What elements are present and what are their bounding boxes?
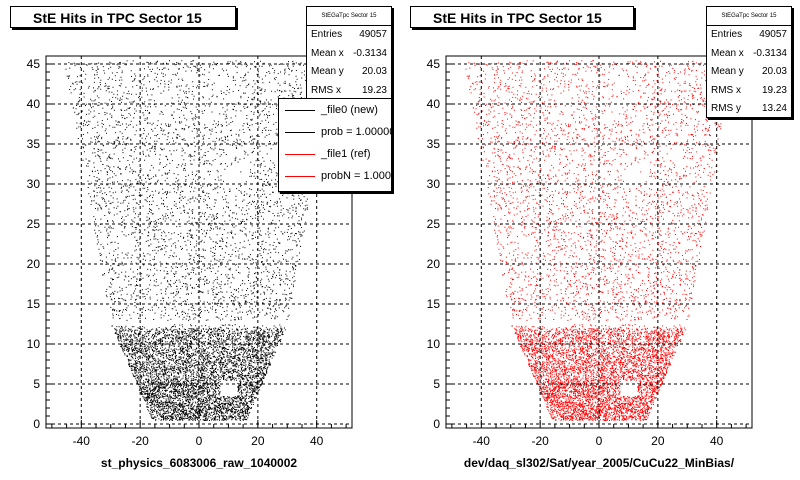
axis-ticks xyxy=(46,63,347,428)
scatter-point-cloud xyxy=(465,60,736,421)
x-tick-label: 0 xyxy=(196,434,203,448)
legend-line-red xyxy=(285,154,315,155)
left-stats-name: StEGaTpc Sector 15 xyxy=(307,7,391,26)
legend-label: _file0 (new) xyxy=(321,104,378,116)
right-stats-value: 49057 xyxy=(759,29,787,40)
legend-label: _file1 (ref) xyxy=(321,148,371,160)
y-tick-label: 35 xyxy=(27,137,41,151)
right-stats-label: RMS y xyxy=(711,103,741,114)
right-stats-row-meanx: Mean x -0.3134 xyxy=(707,45,791,64)
scatter-points xyxy=(65,60,336,421)
legend-line-black xyxy=(285,110,315,111)
right-stats-name: StEGaTpc Sector 15 xyxy=(707,7,791,26)
right-stats-value: 19.23 xyxy=(761,84,787,96)
left-stats-value: 49057 xyxy=(359,29,387,40)
left-stats-row-meany: Mean y 20.03 xyxy=(307,63,391,82)
y-tick-label: 20 xyxy=(27,257,41,271)
x-tick-label: 20 xyxy=(651,434,665,448)
left-stats-row-entries: Entries 49057 xyxy=(307,26,391,45)
y-tick-label: 45 xyxy=(427,57,441,71)
right-stats-row-meany: Mean y 20.03 xyxy=(707,63,791,82)
y-tick-label: 5 xyxy=(33,377,40,391)
scatter-points xyxy=(465,60,736,421)
x-tick-label: -40 xyxy=(473,434,491,448)
x-tick-label: -20 xyxy=(131,434,149,448)
y-tick-label: 25 xyxy=(427,217,441,231)
right-stats-value: 20.03 xyxy=(761,66,787,77)
right-x-axis-label: dev/daq_sl302/Sat/year_2005/CuCu22_MinBi… xyxy=(463,456,735,470)
legend-label: prob = 1.000000 xyxy=(321,126,391,138)
y-tick-label: 45 xyxy=(27,57,41,71)
grid xyxy=(446,56,752,428)
legend-box[interactable]: _file0 (new) prob = 1.000000 _file1 (ref… xyxy=(278,98,392,192)
plot-frame-border xyxy=(45,55,353,429)
legend-item-prob: prob = 1.000000 xyxy=(279,121,391,143)
left-stats-box[interactable]: StEGaTpc Sector 15 Entries 49057 Mean x … xyxy=(306,6,392,100)
x-tick-label: -20 xyxy=(531,434,549,448)
left-stats-label: Entries xyxy=(311,29,343,40)
left-stats-value: 19.23 xyxy=(361,84,387,96)
right-stats-row-rmsx: RMS x 19.23 xyxy=(707,82,791,101)
left-stats-row-rmsx: RMS x 19.23 xyxy=(307,82,391,101)
y-tick-label: 30 xyxy=(27,177,41,191)
y-tick-label: 40 xyxy=(27,97,41,111)
y-tick-label: 0 xyxy=(433,417,440,431)
left-stats-label: Mean y xyxy=(311,66,344,77)
y-tick-label: 35 xyxy=(427,137,441,151)
axis-ticks xyxy=(446,63,747,428)
y-tick-label: 10 xyxy=(427,337,441,351)
scatter-point-cloud xyxy=(65,60,336,421)
x-tick-label: 40 xyxy=(710,434,724,448)
left-stats-label: Mean x xyxy=(311,47,344,59)
right-stats-value: -0.3134 xyxy=(753,47,787,59)
y-tick-label: 15 xyxy=(427,297,441,311)
left-stats-value: -0.3134 xyxy=(353,47,387,59)
right-stats-label: Mean x xyxy=(711,47,744,59)
right-stats-label: RMS x xyxy=(711,84,741,96)
right-stats-box[interactable]: StEGaTpc Sector 15 Entries 49057 Mean x … xyxy=(706,6,792,118)
x-tick-label: -40 xyxy=(73,434,91,448)
x-tick-label: 0 xyxy=(596,434,603,448)
y-tick-label: 25 xyxy=(27,217,41,231)
left-chart-title: StE Hits in TPC Sector 15 xyxy=(10,6,236,28)
legend-line-black xyxy=(285,132,315,133)
grid xyxy=(46,56,352,428)
y-tick-label: 15 xyxy=(27,297,41,311)
right-stats-row-entries: Entries 49057 xyxy=(707,26,791,45)
y-tick-label: 30 xyxy=(427,177,441,191)
right-stats-label: Mean y xyxy=(711,66,744,77)
right-stats-value: 13.24 xyxy=(761,103,787,114)
right-chart-panel: -40 -20 0 20 40 0 5 10 15 20 25 30 35 40 45 StE Hits i… xyxy=(400,0,800,480)
left-stats-row-meanx: Mean x -0.3134 xyxy=(307,45,391,64)
y-tick-label: 0 xyxy=(33,417,40,431)
left-chart-panel: -40 -20 0 20 40 0 5 10 15 20 25 30 35 40 45 StE Hits i… xyxy=(10,6,392,470)
y-tick-label: 10 xyxy=(27,337,41,351)
right-plot: -40 -20 0 20 40 0 5 10 15 20 25 30 35 40 45 xyxy=(427,55,753,448)
x-tick-label: 40 xyxy=(310,434,324,448)
plot-frame-border xyxy=(445,55,753,429)
y-tick-label: 20 xyxy=(427,257,441,271)
left-x-axis-label: st_physics_6083006_raw_1040002 xyxy=(100,456,298,470)
left-stats-label: RMS x xyxy=(311,84,341,96)
legend-item-file0: _file0 (new) xyxy=(279,99,391,121)
right-stats-label: Entries xyxy=(711,29,743,40)
right-stats-row-rmsy: RMS y 13.24 xyxy=(707,100,791,119)
legend-line-red xyxy=(285,176,315,177)
right-chart-title: StE Hits in TPC Sector 15 xyxy=(410,6,634,28)
y-tick-label: 5 xyxy=(433,377,440,391)
legend-item-file1: _file1 (ref) xyxy=(279,143,391,165)
legend-item-probn: probN = 1.000000 xyxy=(279,165,391,187)
left-stats-value: 20.03 xyxy=(361,66,387,77)
x-tick-label: 20 xyxy=(251,434,265,448)
legend-label: probN = 1.000000 xyxy=(321,170,392,182)
y-tick-label: 40 xyxy=(427,97,441,111)
